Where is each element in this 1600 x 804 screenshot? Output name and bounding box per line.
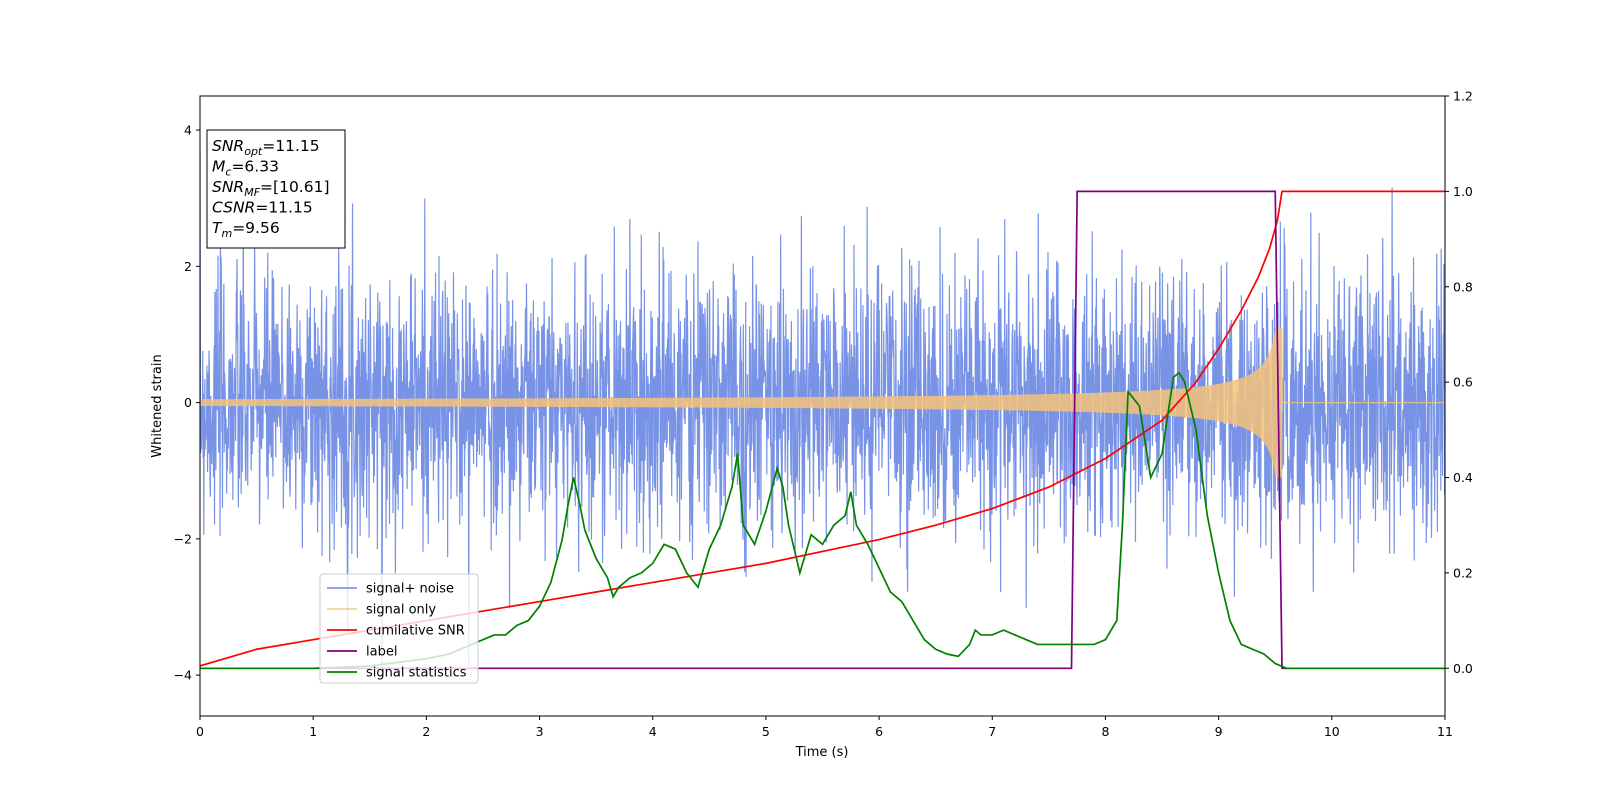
y-left-tick-label: 4 <box>184 123 192 138</box>
y-right-tick-label: 1.2 <box>1453 89 1473 104</box>
y-left-tick-label: −4 <box>174 668 192 683</box>
stats-line: Mc=6.33 <box>212 158 279 179</box>
y-right-tick-label: 0.8 <box>1453 279 1473 294</box>
y-right-tick-label: 0.0 <box>1453 661 1473 676</box>
x-tick-label: 2 <box>422 724 430 739</box>
legend-label: signal only <box>366 603 436 618</box>
plot-frame <box>199 95 1446 717</box>
stats-line: CSNR=11.15 <box>212 199 313 217</box>
legend-label: signal+ noise <box>366 582 454 597</box>
x-axis-label: Time (s) <box>795 745 849 760</box>
y-left-tick-label: 2 <box>184 259 192 274</box>
x-tick-label: 10 <box>1324 724 1340 739</box>
legend-label: cumilative SNR <box>366 624 465 639</box>
x-tick-label: 1 <box>309 724 317 739</box>
x-tick-label: 6 <box>875 724 883 739</box>
stats-line: SNRopt=11.15 <box>212 137 320 158</box>
y-right-tick-label: 0.4 <box>1453 470 1473 485</box>
x-tick-label: 8 <box>1101 724 1109 739</box>
y-left-tick-label: 0 <box>184 395 192 410</box>
x-tick-label: 4 <box>649 724 657 739</box>
x-tick-label: 0 <box>196 724 204 739</box>
x-tick-label: 3 <box>536 724 544 739</box>
x-tick-label: 11 <box>1437 724 1453 739</box>
y-right-tick-label: 1.0 <box>1453 184 1473 199</box>
x-tick-label: 9 <box>1215 724 1223 739</box>
stats-line: SNRMF=[10.61] <box>212 178 330 199</box>
stats-box: SNRopt=11.15Mc=6.33SNRMF=[10.61]CSNR=11.… <box>206 129 346 249</box>
series-signal-only <box>200 327 1445 478</box>
x-tick-label: 7 <box>988 724 996 739</box>
series-signal-statistics <box>200 371 1445 670</box>
y-left-tick-label: −2 <box>174 531 192 546</box>
legend-label: label <box>366 645 397 660</box>
y-axis-label: Whitened strain <box>150 354 165 457</box>
y-right-tick-label: 0.6 <box>1453 375 1473 390</box>
stats-line: Tm=9.56 <box>212 219 280 240</box>
legend: signal+ noise signal only cumilative SNR la… <box>319 573 479 684</box>
legend-label: signal statistics <box>366 666 467 681</box>
y-right-tick-label: 0.2 <box>1453 565 1473 580</box>
x-tick-label: 5 <box>762 724 770 739</box>
